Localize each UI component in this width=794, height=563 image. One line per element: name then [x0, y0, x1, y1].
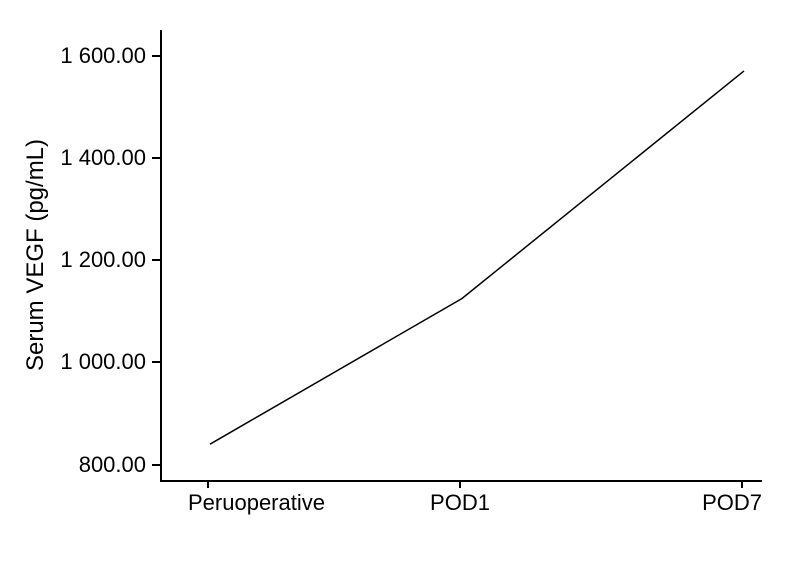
y-tick-label: 800.00: [42, 452, 146, 478]
x-tick-label: POD1: [380, 490, 540, 516]
y-tick-label: 1 200.00: [42, 247, 146, 273]
data-line: [210, 71, 744, 444]
y-tick-mark: [152, 157, 160, 159]
x-tick-label: POD7: [602, 490, 762, 516]
line-chart-svg: [162, 30, 762, 480]
y-tick-mark: [152, 55, 160, 57]
y-tick-mark: [152, 361, 160, 363]
x-tick-label: Peruoperative: [188, 490, 348, 516]
x-tick-mark: [207, 480, 209, 488]
y-tick-label: 1 000.00: [42, 349, 146, 375]
x-tick-mark: [741, 480, 743, 488]
y-tick-label: 1 400.00: [42, 145, 146, 171]
y-tick-mark: [152, 464, 160, 466]
plot-area: [160, 30, 762, 482]
chart-container: Serum VEGF (pg/mL) 800.001 000.001 200.0…: [0, 0, 794, 563]
y-tick-label: 1 600.00: [42, 43, 146, 69]
y-tick-mark: [152, 259, 160, 261]
x-tick-mark: [459, 480, 461, 488]
